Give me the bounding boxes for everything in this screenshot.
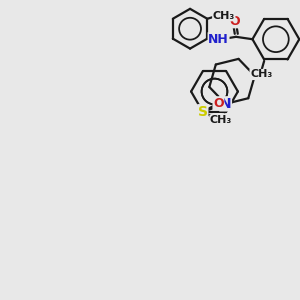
Text: O: O	[213, 114, 224, 127]
Text: CH₃: CH₃	[213, 11, 235, 21]
Text: N: N	[220, 97, 231, 111]
Text: CH₃: CH₃	[250, 70, 272, 80]
Text: O: O	[229, 15, 240, 28]
Text: CH₃: CH₃	[210, 115, 232, 125]
Text: O: O	[213, 97, 224, 110]
Text: NH: NH	[208, 33, 229, 46]
Text: S: S	[198, 105, 208, 119]
